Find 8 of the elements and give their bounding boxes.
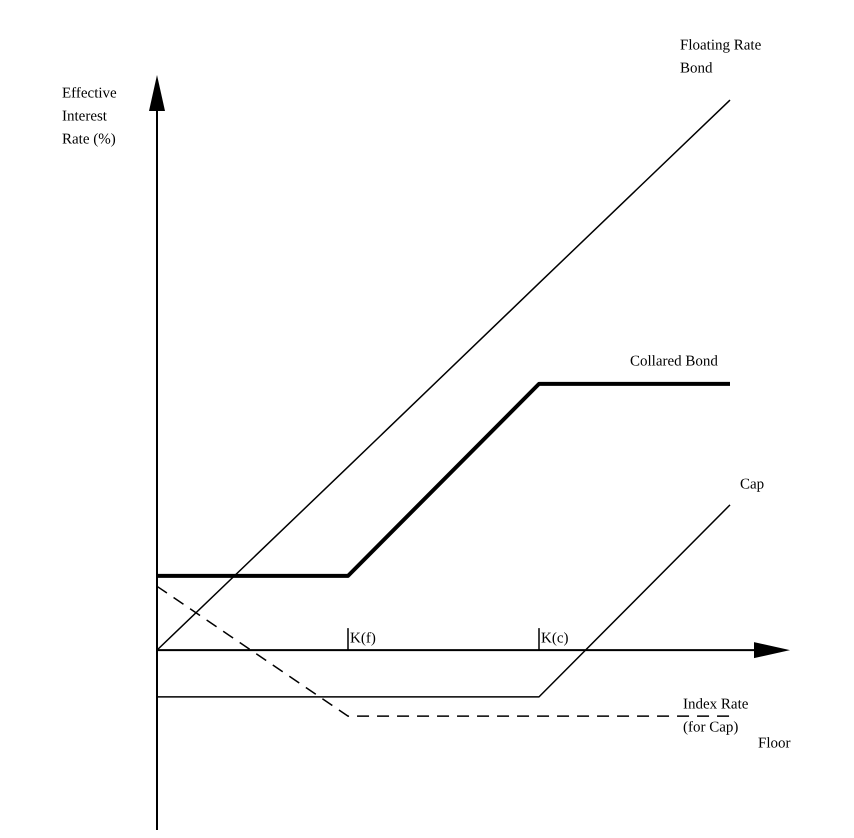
- y-axis-title: Effective Interest Rate (%): [62, 85, 118, 148]
- x-tick-label: K(f): [350, 630, 376, 647]
- x-tick-label: K(c): [541, 630, 568, 647]
- text: Floating Rate Bond: [680, 37, 762, 76]
- series-label: Cap: [740, 476, 764, 492]
- x-axis-title: Index Rate (for Cap): [683, 696, 749, 736]
- series-label: Collared Bond: [630, 353, 718, 370]
- text: Floor: [758, 736, 791, 752]
